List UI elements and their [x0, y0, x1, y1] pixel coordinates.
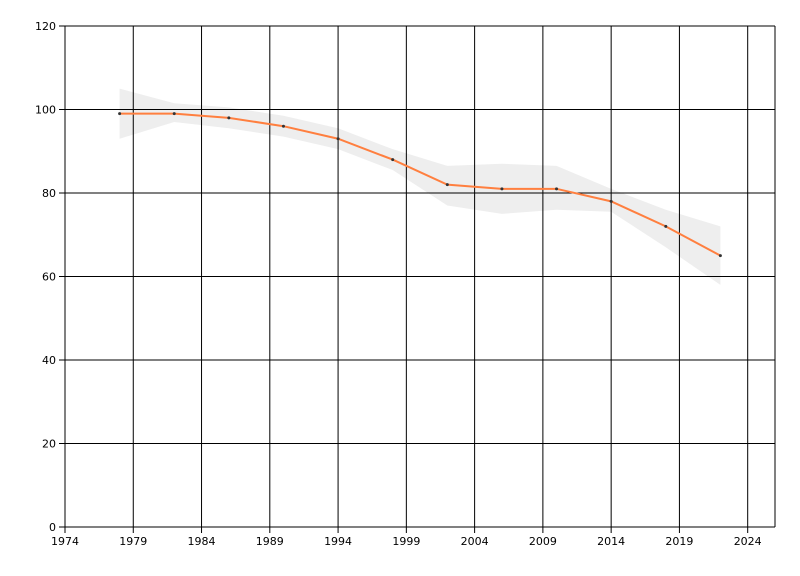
x-tick-label: 2019	[665, 535, 693, 548]
confidence-band	[119, 88, 721, 285]
x-tick-label: 1984	[188, 535, 216, 548]
x-tick-label: 2009	[529, 535, 557, 548]
y-tick-label: 20	[42, 438, 56, 451]
x-tick-label: 2024	[734, 535, 762, 548]
data-point	[391, 158, 395, 162]
data-point	[336, 137, 340, 141]
x-tick-label: 1989	[256, 535, 284, 548]
x-tick-label: 2004	[461, 535, 489, 548]
data-line	[119, 112, 721, 257]
x-tick-label: 1999	[392, 535, 420, 548]
x-tick-label: 1974	[51, 535, 79, 548]
y-tick-label: 80	[42, 187, 56, 200]
data-point	[445, 183, 449, 187]
y-tick-label: 40	[42, 354, 56, 367]
y-tick-label: 100	[35, 104, 56, 117]
y-tick-label: 0	[49, 521, 56, 534]
data-point	[664, 224, 668, 228]
x-tick-label: 1994	[324, 535, 352, 548]
x-tick-label: 1979	[119, 535, 147, 548]
data-point	[118, 112, 122, 116]
data-point	[609, 199, 613, 203]
data-point	[227, 116, 231, 120]
data-point	[281, 124, 285, 128]
y-tick-label: 120	[35, 20, 56, 33]
data-point	[172, 112, 176, 116]
x-tick-label: 2014	[597, 535, 625, 548]
data-point	[718, 254, 722, 258]
data-point	[555, 187, 559, 191]
y-tick-label: 60	[42, 271, 56, 284]
data-point	[500, 187, 504, 191]
